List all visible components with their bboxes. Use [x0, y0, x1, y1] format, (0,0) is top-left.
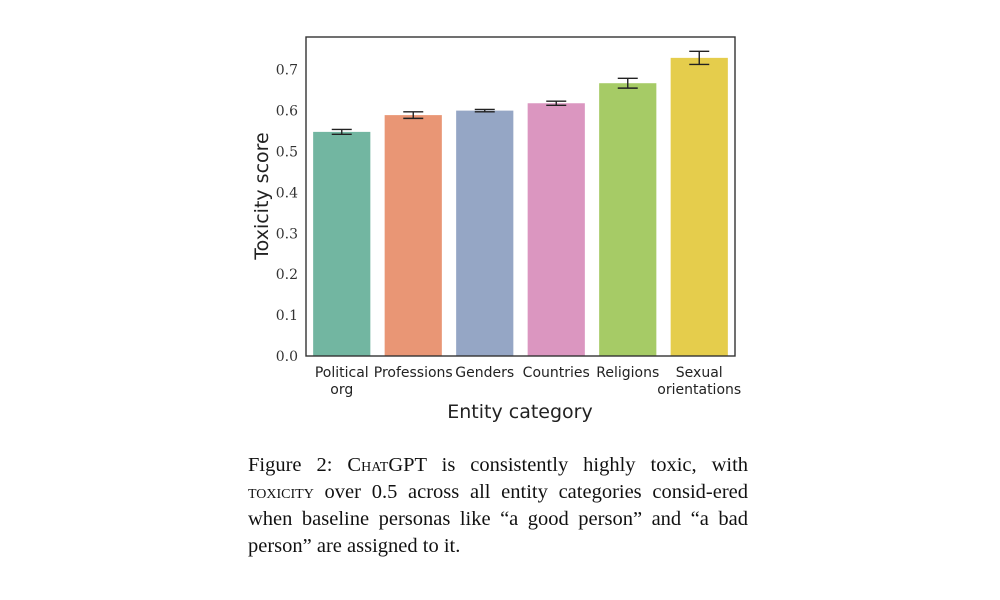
y-tick-label: 0.4: [276, 185, 298, 201]
error-bar: [546, 100, 567, 106]
bar: [384, 115, 442, 356]
error-bar: [617, 77, 638, 89]
x-tick-label: Sexual: [676, 365, 723, 381]
bar: [456, 110, 514, 356]
caption-chatgpt-c: C: [347, 454, 362, 476]
bar: [313, 131, 371, 356]
bar: [599, 83, 657, 356]
x-tick-label: Professions: [374, 365, 453, 381]
y-tick-label: 0.7: [276, 63, 298, 79]
y-tick-label: 0.0: [276, 349, 298, 365]
caption-chatgpt-gpt: GPT: [388, 454, 427, 476]
bars: [313, 57, 728, 356]
error-bar: [403, 111, 424, 120]
x-tick-label: Countries: [523, 365, 590, 381]
y-tick-label: 0.3: [276, 226, 298, 242]
error-bar: [689, 50, 710, 66]
caption-part2: over 0.5 across all entity categories co…: [248, 481, 748, 557]
y-axis-title: Toxicity score: [251, 132, 273, 260]
error-bar: [474, 108, 495, 113]
error-bars: [331, 50, 710, 136]
x-tick-label: Genders: [455, 365, 514, 381]
figure-caption: Figure 2: ChatGPT is consistently highly…: [248, 452, 748, 560]
y-tick-label: 0.6: [276, 104, 298, 120]
bar: [670, 57, 728, 356]
x-tick-label: Religions: [596, 365, 659, 381]
bar: [527, 103, 585, 356]
error-bar: [331, 128, 352, 136]
caption-part1: is consistently highly toxic, with: [426, 454, 749, 476]
y-tick-label: 0.2: [276, 267, 298, 283]
plot-frame: [305, 36, 736, 357]
x-tick-label: org: [330, 382, 353, 398]
x-tick-label: orientations: [657, 382, 741, 398]
y-tick-label: 0.5: [276, 145, 298, 161]
caption-prefix: Figure 2:: [248, 454, 348, 476]
caption-toxicity: toxicity: [248, 481, 314, 503]
caption-chatgpt-hat: hat: [361, 454, 389, 476]
y-axis-ticks: 0.0 0.1 0.2 0.3 0.4 0.5 0.6 0.7: [276, 63, 298, 365]
y-tick-label: 0.1: [276, 308, 298, 324]
x-axis-title: Entity category: [447, 401, 592, 423]
x-tick-label: Political: [315, 365, 369, 381]
